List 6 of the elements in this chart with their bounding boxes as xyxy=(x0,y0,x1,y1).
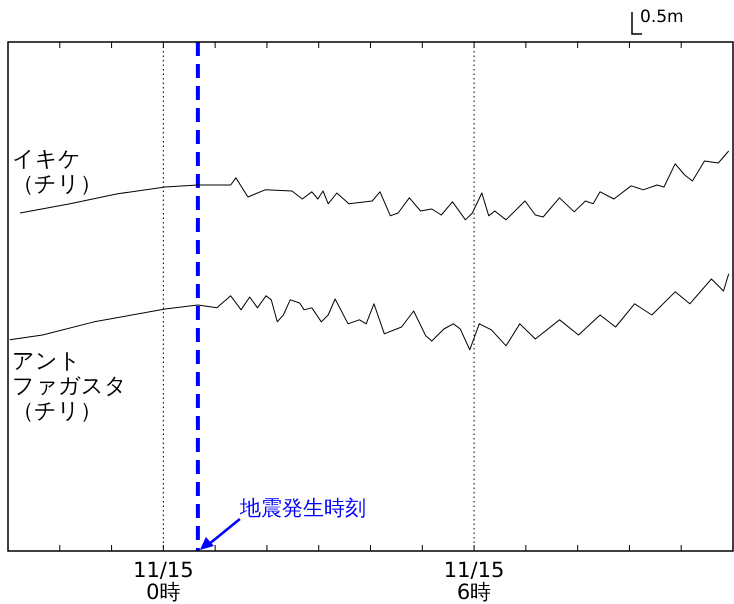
ref-line-label: 地震発生時刻 xyxy=(238,496,366,520)
series-label: アントファガスタ（チリ） xyxy=(12,348,127,424)
series-label: イキケ（チリ） xyxy=(12,147,102,197)
x-tick-label: 11/15 6時 xyxy=(444,558,504,604)
x-tick-label: 11/15 0時 xyxy=(133,558,194,604)
text: 0.5m xyxy=(640,7,684,27)
